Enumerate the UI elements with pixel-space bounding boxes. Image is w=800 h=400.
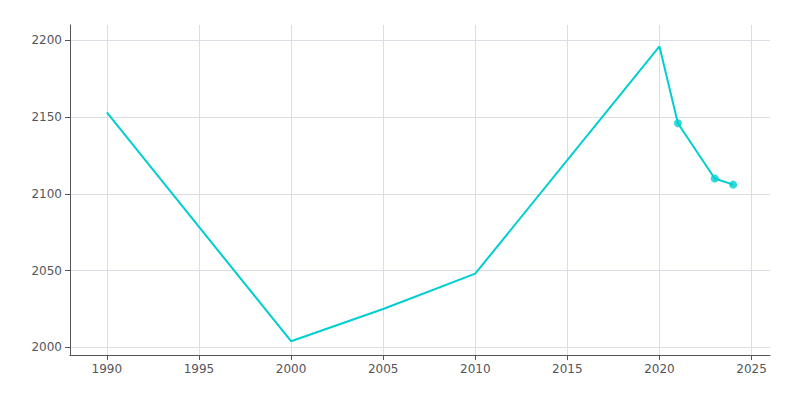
- svg-text:2015: 2015: [552, 362, 583, 376]
- svg-text:1990: 1990: [92, 362, 123, 376]
- svg-text:2025: 2025: [736, 362, 767, 376]
- svg-text:1995: 1995: [184, 362, 215, 376]
- svg-text:2200: 2200: [31, 33, 62, 47]
- svg-text:2000: 2000: [31, 340, 62, 354]
- svg-text:2020: 2020: [644, 362, 675, 376]
- svg-text:2000: 2000: [276, 362, 307, 376]
- svg-text:2005: 2005: [368, 362, 399, 376]
- svg-text:2150: 2150: [31, 110, 62, 124]
- svg-text:2010: 2010: [460, 362, 491, 376]
- svg-text:2050: 2050: [31, 264, 62, 278]
- svg-text:2100: 2100: [31, 187, 62, 201]
